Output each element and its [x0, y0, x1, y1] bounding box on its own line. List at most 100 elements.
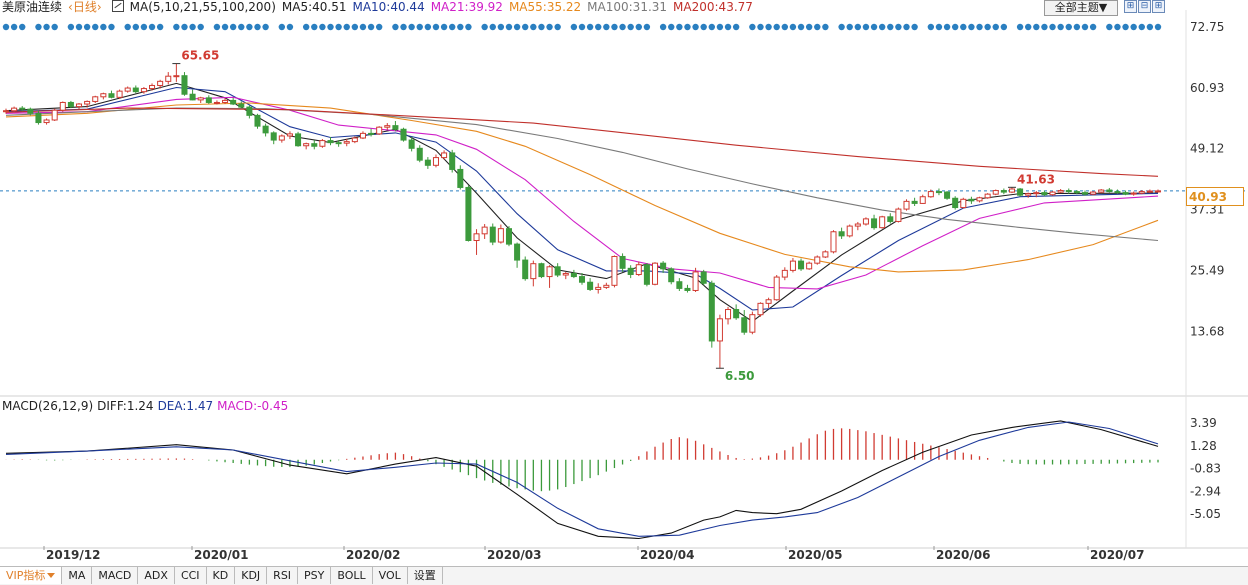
candle-body	[408, 139, 415, 149]
candle	[1146, 189, 1153, 194]
candle-body	[765, 299, 772, 304]
candle	[100, 92, 107, 100]
macd-header: MACD(26,12,9) DIFF:1.24 DEA:1.47 MACD:-0.45	[2, 399, 292, 413]
signal-dot	[416, 23, 423, 31]
signal-dot	[1065, 23, 1072, 31]
candle-body	[716, 318, 723, 342]
candle-body	[384, 125, 391, 128]
layout-icon[interactable]: ⊞	[1152, 0, 1165, 13]
signal-dot	[1154, 23, 1162, 31]
candle	[992, 189, 999, 196]
tab-kd[interactable]: KD	[207, 567, 236, 584]
tab-adx[interactable]: ADX	[138, 567, 175, 584]
signal-dot	[627, 23, 634, 31]
candle-body	[335, 142, 342, 145]
signal-dot	[19, 23, 26, 31]
candle-body	[514, 243, 521, 261]
candle-body	[368, 132, 375, 135]
candle	[733, 304, 740, 320]
candle-body	[1081, 192, 1089, 195]
tab-boll[interactable]: BOLL	[331, 567, 373, 584]
candle-body	[319, 140, 326, 147]
candle-body	[1057, 190, 1064, 193]
candle-body	[132, 87, 139, 93]
theme-dropdown-button[interactable]: 全部主题▼	[1044, 0, 1118, 16]
candle	[935, 188, 942, 196]
signal-dot	[789, 23, 797, 31]
signal-dot	[700, 23, 707, 31]
tab-ma[interactable]: MA	[62, 567, 93, 584]
signal-dot	[878, 23, 886, 31]
tab-rsi[interactable]: RSI	[267, 567, 299, 584]
signal-dot	[408, 23, 415, 31]
candle-body	[19, 107, 26, 110]
symbol-name[interactable]: 美原油连续	[2, 0, 63, 14]
candle-body	[1065, 190, 1072, 193]
candle	[846, 224, 853, 238]
signal-dot	[108, 23, 115, 31]
extreme-label: 6.50	[725, 369, 755, 383]
candle-body	[197, 97, 204, 101]
candle	[546, 265, 553, 288]
tab-vol[interactable]: VOL	[373, 567, 408, 584]
candle	[944, 191, 951, 200]
candle-body	[562, 272, 569, 276]
candle	[587, 278, 594, 291]
dropdown-arrow-icon	[47, 573, 56, 578]
candle-body	[952, 197, 959, 209]
candle	[408, 136, 415, 152]
candle	[741, 310, 748, 335]
candle	[449, 149, 456, 173]
candle	[895, 207, 902, 223]
candle	[1008, 187, 1015, 194]
tab-cci[interactable]: CCI	[175, 567, 207, 584]
signal-dot	[870, 23, 878, 31]
candle	[1081, 190, 1089, 196]
candle	[781, 267, 788, 281]
tab-kdj[interactable]: KDJ	[235, 567, 268, 584]
candle-body	[773, 276, 780, 301]
tab-psy[interactable]: PSY	[298, 567, 332, 584]
zoom-in-icon[interactable]: ⊞	[1124, 0, 1137, 13]
zoom-out-icon[interactable]: ⊟	[1138, 0, 1151, 13]
candle	[871, 214, 878, 230]
candle	[497, 224, 504, 244]
price-y-tick-label: 72.75	[1190, 20, 1224, 34]
candle	[67, 100, 74, 109]
signal-dot	[976, 23, 983, 31]
candle	[92, 95, 99, 103]
signal-dot	[554, 23, 561, 31]
tab-vip-indicators[interactable]: VIP指标	[0, 567, 63, 584]
tab-settings[interactable]: 设置	[408, 567, 443, 584]
signal-dot	[448, 23, 456, 31]
signal-dot	[911, 23, 918, 31]
candle-body	[505, 228, 513, 245]
candle	[319, 139, 326, 148]
candle-body	[457, 168, 464, 188]
candle-body	[432, 157, 439, 166]
candle	[368, 128, 375, 137]
candle	[197, 96, 204, 103]
candle-body	[230, 99, 237, 105]
candle-body	[189, 93, 196, 101]
price-chart-canvas[interactable]: 72.75 60.93 49.12 37.31 25.49 13.68 65.65 6.50 4…	[0, 0, 1248, 566]
signal-dot	[254, 23, 261, 31]
candle	[392, 121, 399, 132]
signal-dot	[229, 23, 237, 31]
signal-dot	[392, 23, 399, 31]
candle-body	[741, 317, 748, 333]
candle-body	[798, 260, 805, 270]
macd-y-tick-label: 3.39	[1190, 416, 1217, 430]
candle-body	[530, 263, 537, 280]
candle	[11, 106, 18, 113]
ma-settings-icon[interactable]	[111, 0, 124, 12]
candle-body	[157, 80, 164, 86]
signal-dot	[895, 23, 902, 31]
signal-dot	[846, 23, 853, 31]
ma-line-ma55	[5, 102, 1159, 273]
tab-macd[interactable]: MACD	[92, 567, 139, 584]
period-selector[interactable]: ‹日线›	[68, 0, 102, 14]
ma200-value: MA200:43.77	[673, 0, 753, 14]
candle	[238, 101, 245, 109]
macd-diff-value: DIFF:1.24	[97, 399, 154, 413]
